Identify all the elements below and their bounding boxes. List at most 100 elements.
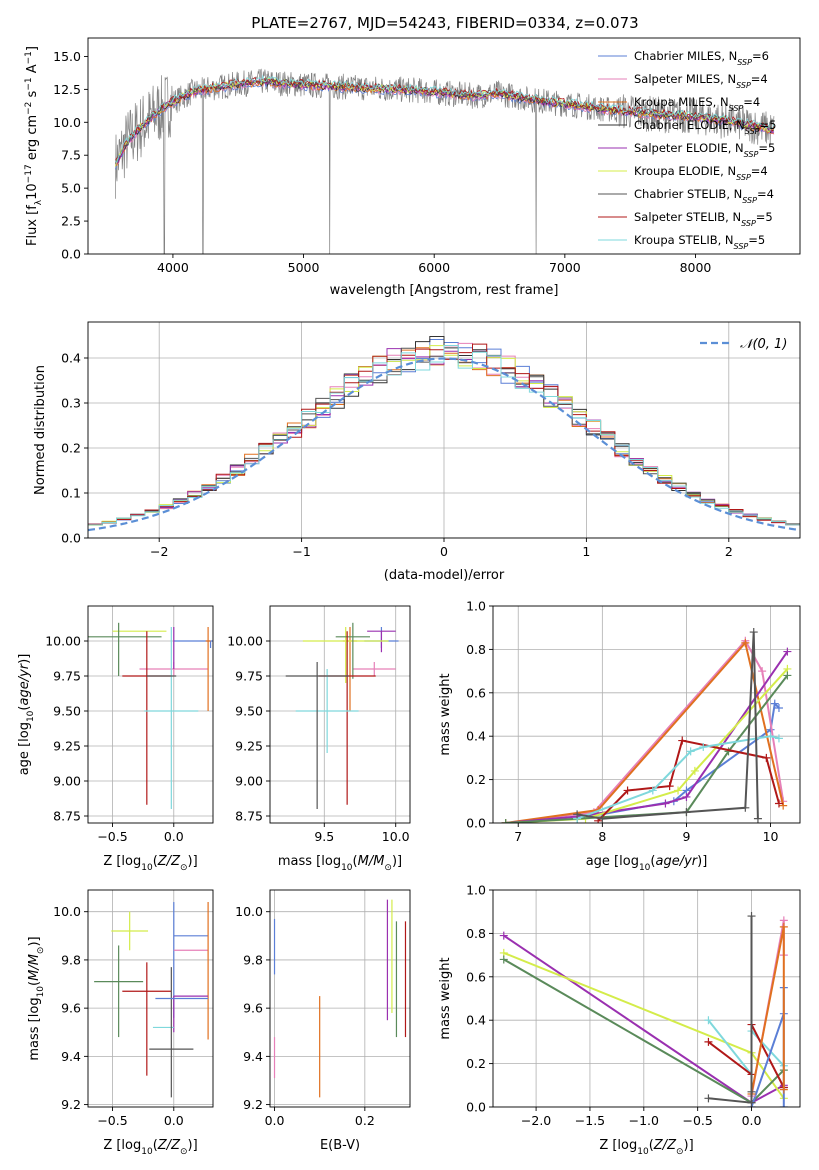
y-tick-label: 10.0 (235, 904, 263, 919)
model-fit-line (115, 76, 775, 163)
mass-weight-line (708, 916, 753, 1104)
legend-label: Chabrier MILES, NSSP=6 (634, 49, 769, 67)
x-tick-label: 5000 (288, 260, 320, 275)
y-tick-label: 12.5 (53, 82, 81, 97)
mass-weight-marker (770, 699, 779, 708)
y-tick-label: 10.0 (53, 904, 81, 919)
y-tick-label: 10.00 (227, 634, 263, 649)
x-tick-label: −2 (150, 544, 168, 559)
legend-label: Kroupa MILES, NSSP=4 (634, 95, 760, 113)
y-tick-label: 1.0 (466, 599, 486, 614)
y-tick-label: 0.0 (61, 247, 81, 262)
errorbar-point (335, 622, 370, 679)
x-tick-label: −1.0 (629, 1113, 659, 1128)
residuals-panel: −2 −1 0 1 2 0.0 0.1 0.2 0.3 0.4 𝒩(0, 1) (data-model… (33, 321, 801, 583)
x-tick-label: −0.5 (97, 1113, 127, 1128)
mass_vs_EBV-panel: 0.0 0.2 9.2 9.4 9.6 9.8 10.0 E(B-V) (235, 889, 411, 1153)
y-tick-label: 9.00 (53, 774, 81, 789)
errorbar-point (367, 630, 396, 653)
mass-weight-marker (501, 819, 510, 823)
x-tick-label: −1 (292, 544, 310, 559)
model-fit-line (115, 78, 774, 166)
x-tick-label: 6000 (418, 260, 450, 275)
mass-weight-marker (665, 782, 674, 791)
normal-curve (88, 357, 798, 532)
mass-weight-marker (682, 792, 691, 801)
legend-label: Kroupa ELODIE, NSSP=4 (634, 164, 768, 182)
residuals-frame (87, 321, 801, 539)
x-axis-label: Z [log10(Z/Z⊙)] (103, 1138, 197, 1157)
mass-weight-marker (762, 753, 771, 762)
y-tick-label: 0.2 (61, 441, 81, 456)
mass-weight-marker (747, 1098, 756, 1107)
y-tick-label: 0.4 (466, 729, 486, 744)
x-tick-label: 0.2 (355, 1113, 375, 1128)
y-tick-label: 0.4 (61, 351, 81, 366)
y-tick-label: 15.0 (53, 49, 81, 64)
y-tick-label: 0.2 (466, 772, 486, 787)
y-axis-label: mass weight (438, 673, 453, 755)
legend-label: Chabrier ELODIE, NSSP=5 (634, 118, 776, 136)
y-tick-label: 0.0 (466, 1100, 486, 1115)
y-tick-label: 0.8 (466, 642, 486, 657)
x-axis-label: E(B-V) (320, 1138, 360, 1153)
x-tick-label: 7000 (549, 260, 581, 275)
y-tick-label: 2.5 (61, 214, 81, 229)
mass-weight-marker (779, 922, 788, 931)
y-tick-label: 7.5 (61, 148, 81, 163)
y-tick-label: 9.75 (53, 669, 81, 684)
y-tick-label: 10.00 (45, 634, 81, 649)
x-axis-label: mass [log10(M/M⊙)] (278, 854, 402, 873)
legend: Chabrier MILES, NSSP=6 Salpeter MILES, NS… (598, 49, 776, 251)
model-fit-line (115, 79, 775, 164)
spectrum-panel: 4000 5000 6000 7000 8000 0.0 2.5 5.0 7.5 10.0 12.5… (24, 37, 801, 298)
residuals-plot-area (88, 322, 800, 538)
x-axis-label: Z [log10(Z/Z⊙)] (599, 1138, 693, 1157)
legend-label: Salpeter ELODIE, NSSP=5 (634, 141, 775, 159)
mass-weight-marker (779, 801, 788, 810)
x-tick-label: 10 (763, 829, 779, 844)
mass-weight-marker (747, 1087, 756, 1096)
x-tick-label: −0.5 (97, 829, 127, 844)
errorbar-point (144, 627, 199, 809)
y-tick-label: 9.8 (243, 952, 263, 967)
x-tick-label: 0.0 (742, 1113, 762, 1128)
x-axis-label: (data-model)/error (384, 568, 505, 583)
mass-weight-marker (573, 810, 582, 819)
mass-weight-marker (623, 786, 632, 795)
mass_vs_Z-plot-area (88, 890, 213, 1107)
mass-weight-marker (598, 814, 607, 823)
massweight_vs_Z-panel: −2.0 −1.5 −1.0 −0.5 0.0 0.0 0.2 0.4 0.6 0.8 1.0 Z [… (438, 883, 801, 1157)
errorbar-point (149, 967, 194, 1098)
age_vs_Z-plot-area (88, 606, 213, 823)
y-tick-label: 9.25 (235, 739, 263, 754)
mass-weight-marker (499, 955, 508, 964)
x-tick-label: −1.5 (575, 1113, 605, 1128)
massweight_vs_age-plot-area (493, 606, 800, 823)
massweight_vs_age-frame (492, 605, 801, 824)
mass-weight-marker (704, 1037, 713, 1046)
mass_vs_EBV-plot-area (270, 890, 410, 1107)
y-axis-label: Flux [fλ10−17 erg cm−2 s−1 A−1] (24, 46, 44, 246)
y-tick-label: 9.2 (243, 1097, 263, 1112)
mass-weight-marker (747, 912, 756, 921)
x-axis-label: wavelength [Angstrom, rest frame] (330, 283, 559, 298)
mass-weight-marker (783, 671, 792, 680)
x-tick-label: 7 (514, 829, 522, 844)
massweight_vs_Z-frame (492, 889, 801, 1108)
mass-weight-marker (499, 931, 508, 940)
y-tick-label: 9.8 (61, 952, 81, 967)
mass_vs_EBV-frame (269, 889, 411, 1108)
y-tick-label: 9.50 (235, 704, 263, 719)
y-tick-label: 9.2 (61, 1097, 81, 1112)
mass-weight-line (576, 631, 759, 820)
mass-weight-marker (783, 647, 792, 656)
x-axis-label: Z [log10(Z/Z⊙)] (103, 854, 197, 873)
y-axis-label: age [log10(age/yr)] (17, 654, 36, 776)
mass-weight-line (597, 739, 780, 822)
mass-weight-marker (779, 1085, 788, 1094)
y-axis-label: mass weight (438, 957, 453, 1039)
x-tick-label: 8000 (680, 260, 712, 275)
x-tick-label: −2.0 (521, 1113, 551, 1128)
